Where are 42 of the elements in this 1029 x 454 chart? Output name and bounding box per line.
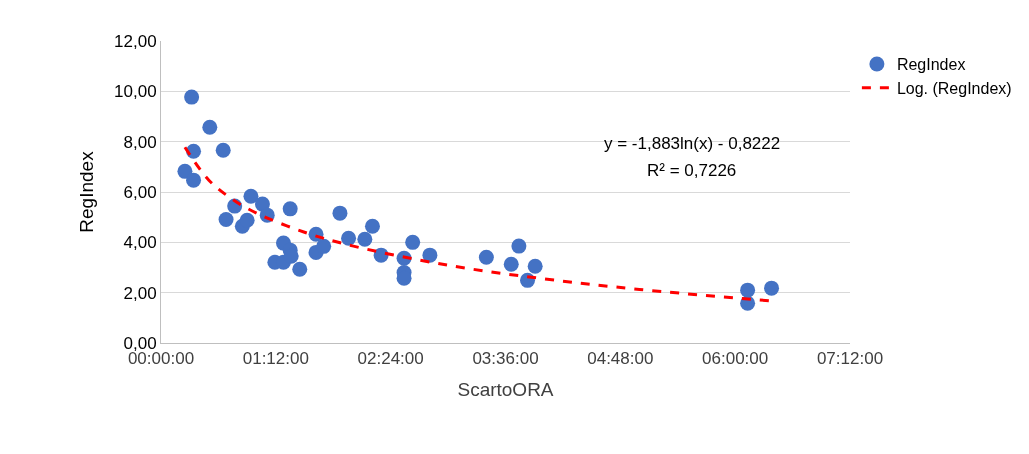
point [422,247,438,263]
y-axis-title: RegIndex [75,150,97,233]
point [764,280,780,296]
legend-label: RegIndex [896,56,966,74]
annotation: R² = 0,7226 [647,161,737,180]
point [373,247,389,263]
point [177,163,193,179]
x-tick-label: 01:12:00 [242,349,309,369]
x-tick-label: 07:12:00 [816,349,884,369]
y-tick-label: 8,00 [123,132,157,152]
point [478,249,494,265]
point [218,211,234,227]
x-tick-label: 02:24:00 [357,349,424,369]
point [282,201,298,217]
point [503,256,519,272]
point [202,119,218,135]
x-tick-label: 04:48:00 [587,349,654,369]
legend-label: Log. (RegIndex) [896,79,1012,97]
annotation: y = -1,883ln(x) - 0,8222 [604,134,781,153]
point [243,188,259,204]
y-tick-label: 4,00 [123,233,157,253]
y-tick-label: 6,00 [123,182,157,202]
point [511,238,527,254]
point [215,142,231,158]
point [341,230,357,246]
y-tick-label: 2,00 [123,283,157,303]
x-tick-label: 06:00:00 [702,349,769,369]
point [186,172,202,188]
point [292,261,308,277]
point [239,212,255,228]
x-axis-title: ScartoORA [457,379,554,401]
point [316,238,332,254]
point [740,282,756,298]
point [332,205,348,221]
y-tick-label: 10,00 [114,82,157,102]
x-tick-label: 03:36:00 [472,349,539,369]
point [527,258,543,274]
y-tick-label: 12,00 [114,31,157,51]
point [357,231,373,247]
point [184,89,200,105]
point [405,234,421,250]
point [364,218,380,234]
